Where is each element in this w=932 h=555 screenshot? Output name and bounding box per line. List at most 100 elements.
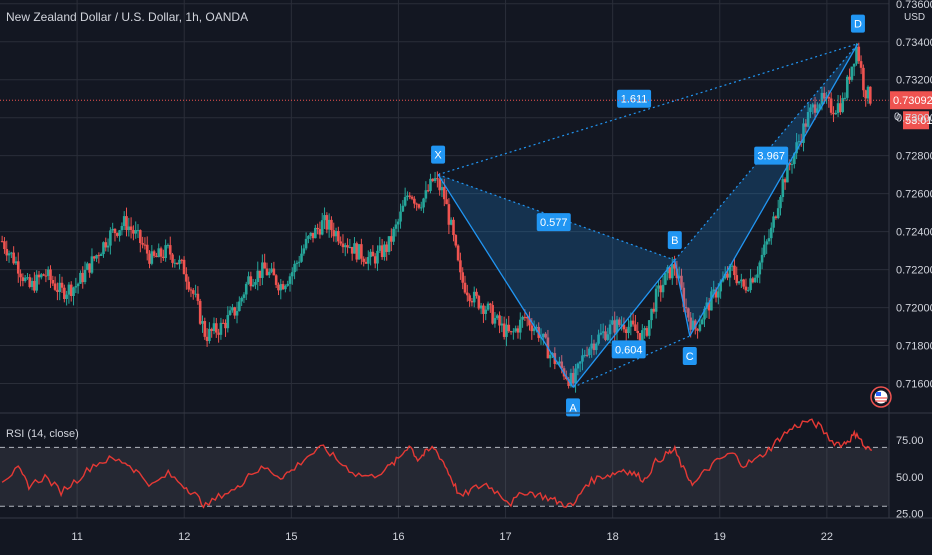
candle-body [228,310,232,316]
candle-body [348,246,352,248]
candle-body [772,216,775,228]
pattern-point-badge [667,231,682,250]
candle-body [680,275,683,288]
candle-body [185,274,188,282]
pattern-point-badge [850,14,865,33]
pattern-point-label: C [686,351,694,363]
candle-body [608,324,612,335]
candle-body [684,306,688,309]
candle-body [530,325,534,332]
candle-body [39,274,43,278]
candle-body [219,322,223,335]
candle-body [449,219,453,225]
candle-body [813,104,817,113]
candle-body [776,208,780,218]
candle-body [620,324,623,326]
candle-body [459,260,462,273]
candle-body [19,273,22,278]
candle-body [120,226,124,231]
price-tick-label: 0.73000 [896,113,932,125]
ratio-badge [754,146,789,165]
candle-body [822,92,826,99]
candle-body [7,253,11,256]
candle-body [125,216,128,231]
candle-body [72,287,75,297]
candle-body [576,363,580,369]
candle-body [518,319,522,333]
candle-body [136,230,140,232]
ratio-label: 1.611 [621,94,648,106]
pattern-point-label: A [569,402,577,414]
candle-body [433,178,437,182]
candle-body [311,232,315,239]
candle-body [215,323,218,333]
candle-body [173,262,177,264]
price-tick-label: 0.72000 [896,303,932,315]
candle-body [346,245,349,248]
candle-body [316,227,319,230]
candle-body [850,66,854,80]
candle-body [401,205,405,212]
candle-body [182,259,186,275]
candle-body [387,236,391,252]
partial-price-label: 0 [894,111,900,123]
pattern-leg [572,259,676,388]
candle-body [484,309,488,314]
usd-flag-icon[interactable] [870,386,892,408]
candle-body [859,61,863,68]
candle-body [594,343,598,351]
candle-body [23,277,27,282]
candle-body [373,256,377,264]
candle-body [53,283,57,290]
candle-body [334,231,338,237]
candle-body [569,372,573,386]
candle-body [102,242,105,255]
candle-body [51,279,55,284]
candle-body [295,262,299,264]
candle-body [624,329,628,334]
candle-body [693,320,697,329]
last-price-tag [890,91,932,110]
price-tick-label: 0.73600 [896,0,932,11]
candle-body [869,86,872,104]
candle-body [558,361,561,364]
candle-body [751,278,755,283]
pattern-point-badge [566,398,581,417]
candle-body [212,323,216,332]
candle-body [645,328,649,336]
candle-body [696,328,699,331]
candle-body [691,320,695,330]
candle-body [657,285,660,289]
candle-body [162,256,165,259]
axes: 0.73600 0.73400 0.73200 0.73000 0.72800 0.726… [0,0,932,543]
candle-body [786,162,789,183]
candle-body [544,333,547,338]
candle-body [410,196,414,199]
candle-body [81,272,85,283]
candle-body [606,334,610,340]
candle-body [16,261,20,274]
candle-body [486,303,490,310]
candle-body [132,230,135,234]
candle-body [753,277,757,283]
candle-body [99,254,103,256]
candle-body [143,244,147,246]
harmonic-pattern[interactable]: X A B C D 0.577 0.604 1.611 3.967 [431,14,865,417]
candle-body [528,318,531,326]
rsi-title: RSI (14, close) [6,428,79,440]
candle-body [95,255,98,259]
candle-body [848,76,851,80]
candle-body [178,259,181,265]
candle-body [629,320,633,327]
candle-body [733,265,736,276]
candle-body [191,290,195,294]
candle-body [590,343,593,349]
candle-body [498,315,501,326]
candle-body [33,280,36,291]
candle-body [12,252,15,264]
candle-body [288,276,292,284]
candle-body [758,262,762,275]
candle-body [337,231,340,242]
date-tick-label: 18 [607,531,619,543]
